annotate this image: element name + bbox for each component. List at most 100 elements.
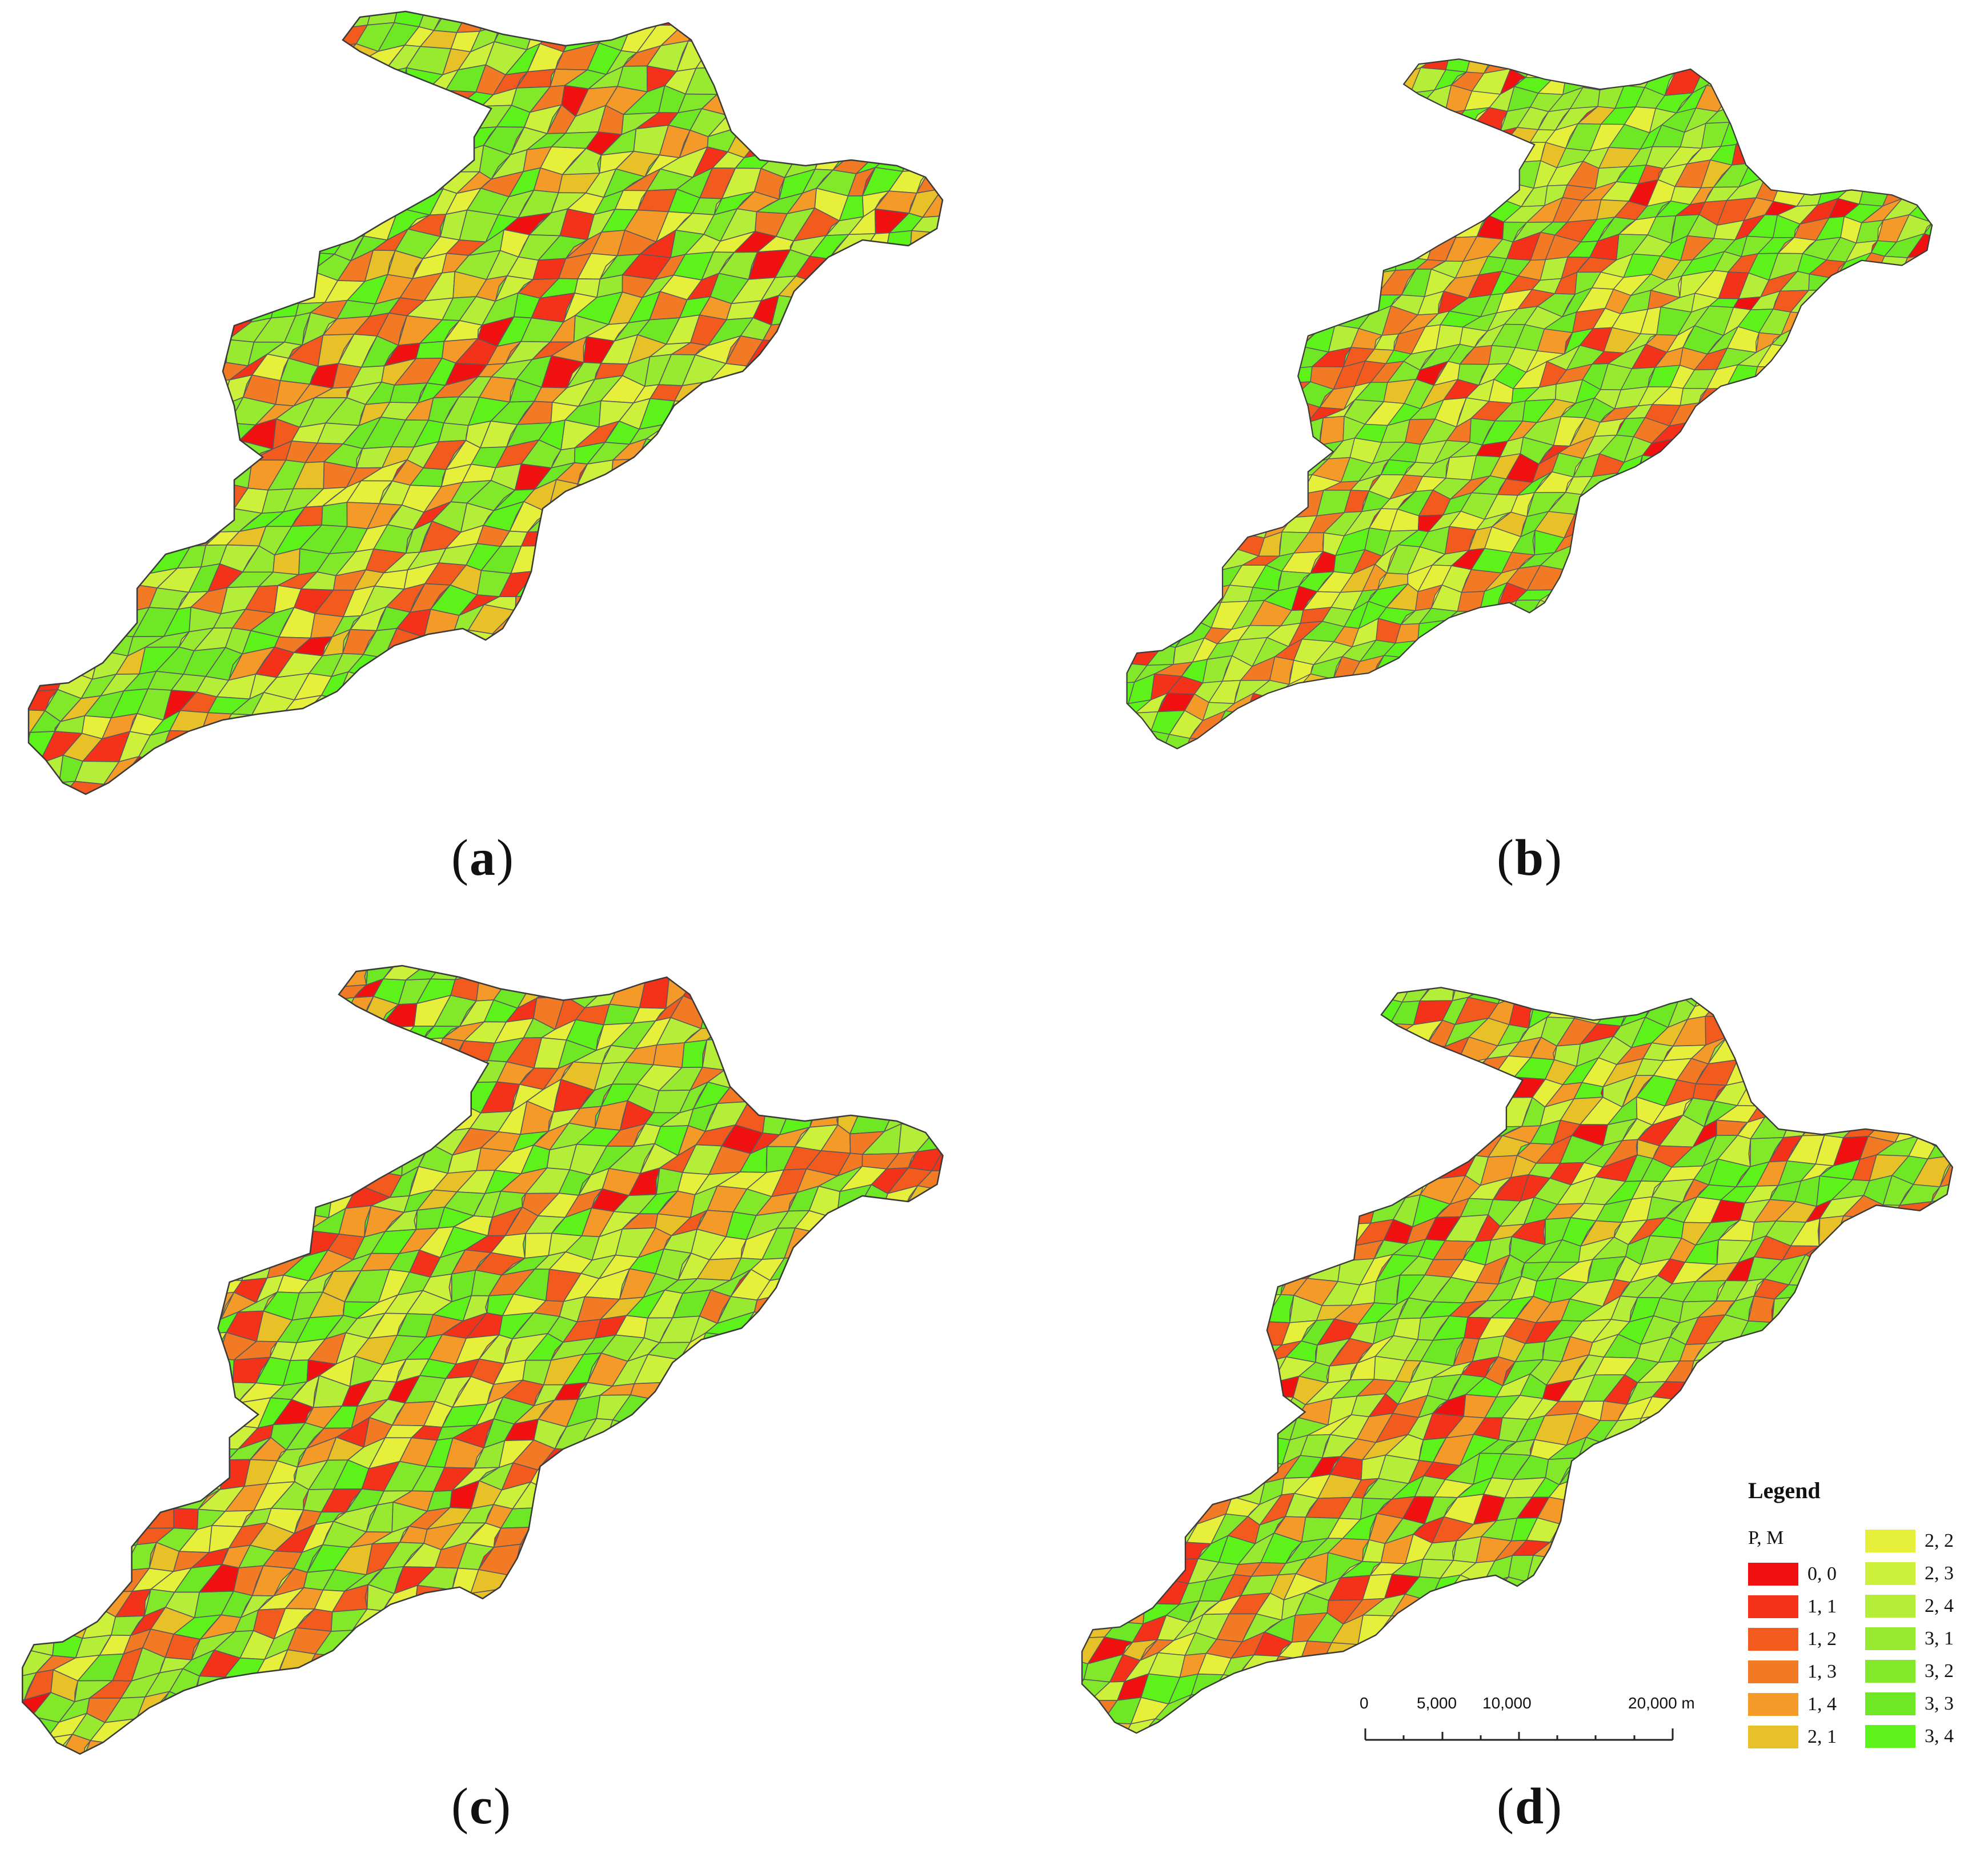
subbasin-polygon <box>173 507 212 530</box>
subbasin-polygon <box>813 669 855 699</box>
subbasin-polygon <box>851 26 873 53</box>
subbasin-polygon <box>1239 474 1276 493</box>
subbasin-polygon <box>1882 105 1910 126</box>
subbasin-polygon <box>134 19 171 53</box>
subbasin-polygon <box>534 718 550 741</box>
subbasin-polygon <box>1280 711 1286 739</box>
subbasin-polygon <box>1839 695 1845 717</box>
subbasin-polygon <box>1434 655 1462 685</box>
subbasin-polygon <box>186 149 221 177</box>
subbasin-polygon <box>1191 389 1225 401</box>
subbasin-polygon <box>696 11 739 24</box>
subbasin-polygon <box>966 508 972 534</box>
subbasin-polygon <box>1777 623 1806 649</box>
subbasin-polygon <box>1777 729 1782 748</box>
subbasin-polygon <box>836 734 869 753</box>
subbasin-polygon <box>230 149 248 175</box>
subbasin-polygon <box>90 445 107 469</box>
subbasin-polygon <box>897 628 936 656</box>
subbasin-polygon <box>1589 757 1598 775</box>
subbasin-polygon <box>1879 402 1909 426</box>
subbasin-polygon <box>1192 166 1199 180</box>
subbasin-polygon <box>1825 306 1833 327</box>
subbasin-polygon <box>553 806 568 817</box>
subbasin-polygon <box>832 354 870 388</box>
subbasin-polygon <box>1145 565 1181 593</box>
subbasin-polygon <box>1127 71 1152 97</box>
subbasin-polygon <box>1141 143 1147 168</box>
subbasin-polygon <box>765 709 808 742</box>
subbasin-polygon <box>73 218 87 230</box>
subbasin-polygon <box>303 774 344 794</box>
subbasin-polygon <box>1839 344 1881 370</box>
subbasin-polygon <box>933 754 943 777</box>
subbasin-polygon <box>899 355 914 378</box>
subbasin-polygon <box>83 355 126 387</box>
subbasin-polygon <box>1127 103 1149 133</box>
subbasin-polygon <box>1501 730 1511 749</box>
subbasin-polygon <box>1732 69 1757 91</box>
subbasin-polygon <box>1259 125 1291 146</box>
subbasin-polygon <box>159 781 174 794</box>
subbasin-polygon <box>1690 622 1723 649</box>
subbasin-polygon <box>1720 673 1749 695</box>
subbasin-polygon <box>1268 259 1278 270</box>
subbasin-polygon <box>788 609 801 637</box>
subbasin-polygon <box>29 274 49 298</box>
subbasin-polygon <box>798 129 828 153</box>
subbasin-polygon <box>1444 715 1472 740</box>
subbasin-polygon <box>1493 702 1506 713</box>
subbasin-polygon <box>1882 739 1887 749</box>
subbasin-polygon <box>374 695 410 721</box>
subbasin-polygon <box>723 711 768 743</box>
subbasin-polygon <box>1117 443 1124 460</box>
subbasin-polygon <box>1670 499 1715 521</box>
subbasin-polygon <box>1127 289 1149 316</box>
subbasin-polygon <box>89 438 129 469</box>
subbasin-polygon <box>590 612 626 631</box>
subbasin-polygon <box>174 379 212 406</box>
subbasin-polygon <box>1240 141 1261 162</box>
subbasin-polygon <box>1358 233 1376 258</box>
subbasin-polygon <box>310 174 356 201</box>
subbasin-polygon <box>1635 753 1666 777</box>
subbasin-polygon <box>863 816 897 817</box>
subbasin-polygon <box>959 542 977 573</box>
subbasin-polygon <box>323 67 335 95</box>
subbasin-polygon <box>1248 335 1256 353</box>
subbasin-polygon <box>766 501 815 531</box>
subbasin-polygon <box>1849 535 1874 556</box>
subbasin-polygon <box>1628 699 1632 713</box>
subbasin-polygon <box>1752 701 1781 715</box>
subbasin-polygon <box>86 194 125 220</box>
subbasin-polygon <box>1873 677 1883 694</box>
subbasin-polygon <box>380 737 418 762</box>
subbasin-polygon <box>1660 699 1702 719</box>
subbasin-polygon <box>282 777 317 794</box>
subbasin-polygon <box>1385 730 1423 749</box>
subbasin-polygon <box>1117 253 1122 278</box>
subbasin-polygon <box>1143 199 1177 226</box>
subbasin-polygon <box>1173 454 1184 478</box>
subbasin-polygon <box>626 503 671 529</box>
subbasin-polygon <box>1127 199 1144 225</box>
subbasin-polygon <box>135 62 178 97</box>
subbasin-polygon <box>863 795 904 817</box>
subbasin-polygon <box>189 31 197 48</box>
subbasin-polygon <box>1406 714 1438 733</box>
subbasin-polygon <box>1307 70 1337 89</box>
subbasin-polygon <box>1439 739 1445 749</box>
subbasin-polygon <box>750 11 780 27</box>
subbasin-polygon <box>1269 274 1304 297</box>
subbasin-polygon <box>836 734 842 753</box>
subbasin-polygon <box>1206 380 1244 408</box>
subbasin-polygon <box>250 758 280 778</box>
subbasin-polygon <box>1622 583 1661 611</box>
subbasin-polygon <box>29 315 30 343</box>
subbasin-polygon <box>1950 85 1962 110</box>
subbasin-polygon <box>1476 151 1491 169</box>
subbasin-polygon <box>1215 85 1242 115</box>
subbasin-polygon <box>447 778 464 794</box>
subbasin-polygon <box>1266 738 1281 749</box>
subbasin-polygon <box>1793 365 1810 380</box>
